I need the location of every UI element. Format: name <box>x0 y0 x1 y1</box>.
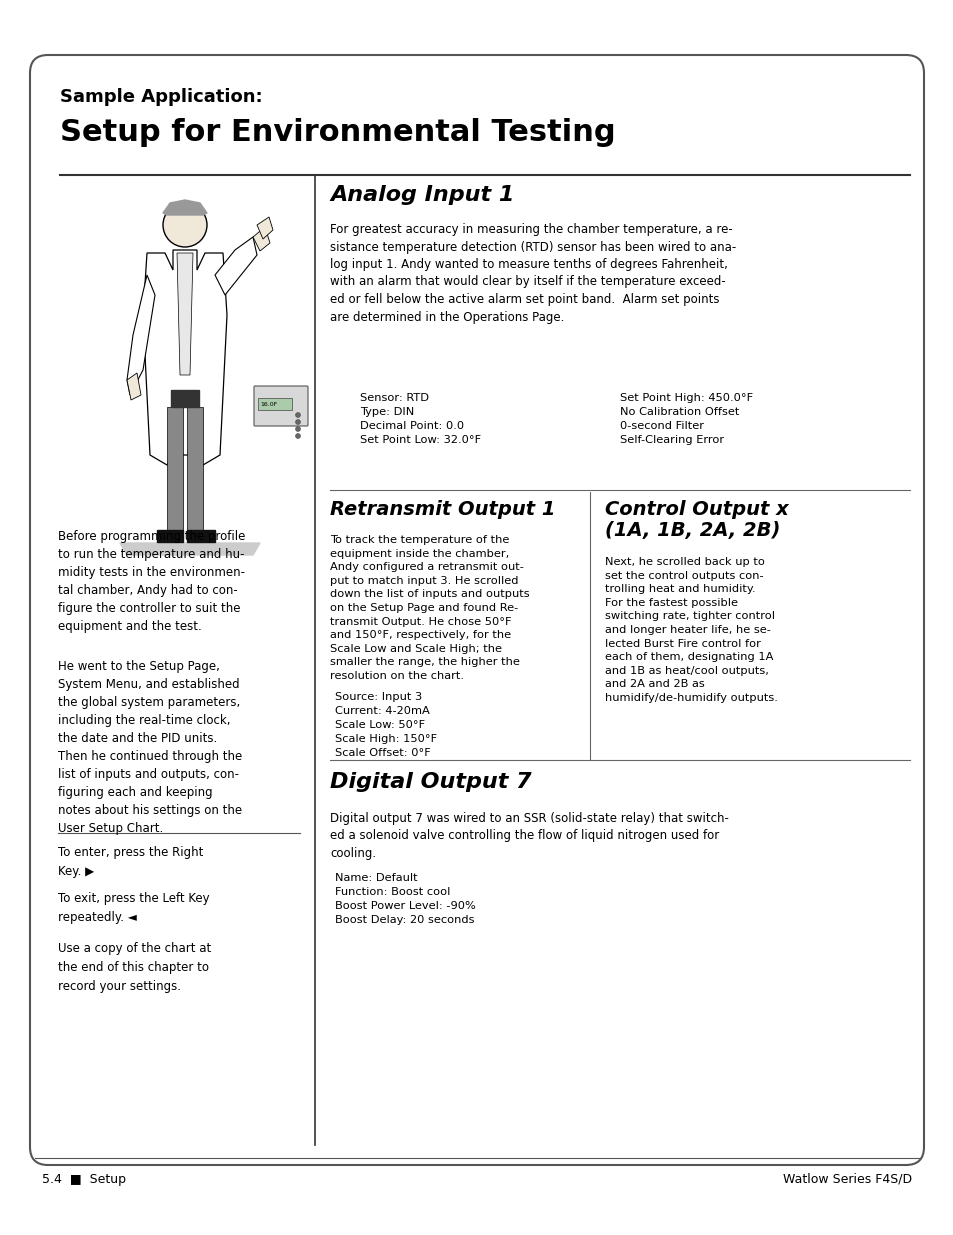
Text: Analog Input 1: Analog Input 1 <box>330 185 514 205</box>
Text: Digital Output 7: Digital Output 7 <box>330 772 531 792</box>
Polygon shape <box>127 275 154 395</box>
Circle shape <box>295 433 300 438</box>
Polygon shape <box>171 390 199 408</box>
Text: Setup for Environmental Testing: Setup for Environmental Testing <box>60 119 615 147</box>
FancyBboxPatch shape <box>30 56 923 1165</box>
Circle shape <box>163 203 207 247</box>
Text: Watlow Series F4S/D: Watlow Series F4S/D <box>782 1173 911 1186</box>
Text: Use a copy of the chart at
the end of this chapter to
record your settings.: Use a copy of the chart at the end of th… <box>58 942 211 993</box>
Circle shape <box>295 412 300 417</box>
Polygon shape <box>177 253 193 375</box>
Text: Next, he scrolled back up to
set the control outputs con-
trolling heat and humi: Next, he scrolled back up to set the con… <box>604 557 777 703</box>
Polygon shape <box>163 200 207 215</box>
Polygon shape <box>120 543 260 555</box>
Polygon shape <box>157 530 183 542</box>
Text: He went to the Setup Page,
System Menu, and established
the global system parame: He went to the Setup Page, System Menu, … <box>58 659 242 835</box>
Text: Retransmit Output 1: Retransmit Output 1 <box>330 500 555 519</box>
Text: To track the temperature of the
equipment inside the chamber,
Andy configured a : To track the temperature of the equipmen… <box>330 535 529 680</box>
Text: Sample Application:: Sample Application: <box>60 88 262 106</box>
Text: Sensor: RTD
Type: DIN
Decimal Point: 0.0
Set Point Low: 32.0°F: Sensor: RTD Type: DIN Decimal Point: 0.0… <box>359 393 480 445</box>
Polygon shape <box>256 217 273 240</box>
Text: 16.0F: 16.0F <box>260 403 277 408</box>
Text: To enter, press the Right
Key. ▶: To enter, press the Right Key. ▶ <box>58 846 203 878</box>
Circle shape <box>295 426 300 431</box>
Bar <box>257 398 292 410</box>
Text: Set Point High: 450.0°F
No Calibration Offset
0-second Filter
Self-Clearing Erro: Set Point High: 450.0°F No Calibration O… <box>619 393 752 445</box>
Polygon shape <box>214 237 256 295</box>
Circle shape <box>295 420 300 425</box>
Polygon shape <box>143 249 227 466</box>
Text: To exit, press the Left Key
repeatedly. ◄: To exit, press the Left Key repeatedly. … <box>58 892 210 924</box>
FancyBboxPatch shape <box>253 387 308 426</box>
Polygon shape <box>127 373 141 400</box>
Text: Name: Default
Function: Boost cool
Boost Power Level: -90%
Boost Delay: 20 secon: Name: Default Function: Boost cool Boost… <box>335 873 476 925</box>
Text: Before programming the profile
to run the temperature and hu-
midity tests in th: Before programming the profile to run th… <box>58 530 245 634</box>
Polygon shape <box>167 408 183 530</box>
Text: Digital output 7 was wired to an SSR (solid-state relay) that switch-
ed a solen: Digital output 7 was wired to an SSR (so… <box>330 811 728 860</box>
Text: Source: Input 3
Current: 4-20mA
Scale Low: 50°F
Scale High: 150°F
Scale Offset: : Source: Input 3 Current: 4-20mA Scale Lo… <box>335 692 436 758</box>
Text: For greatest accuracy in measuring the chamber temperature, a re-
sistance tempe: For greatest accuracy in measuring the c… <box>330 224 736 324</box>
Polygon shape <box>253 227 270 251</box>
Polygon shape <box>187 530 214 542</box>
Text: 5.4  ■  Setup: 5.4 ■ Setup <box>42 1173 126 1186</box>
Text: Control Output x
(1A, 1B, 2A, 2B): Control Output x (1A, 1B, 2A, 2B) <box>604 500 788 540</box>
Polygon shape <box>187 408 203 530</box>
